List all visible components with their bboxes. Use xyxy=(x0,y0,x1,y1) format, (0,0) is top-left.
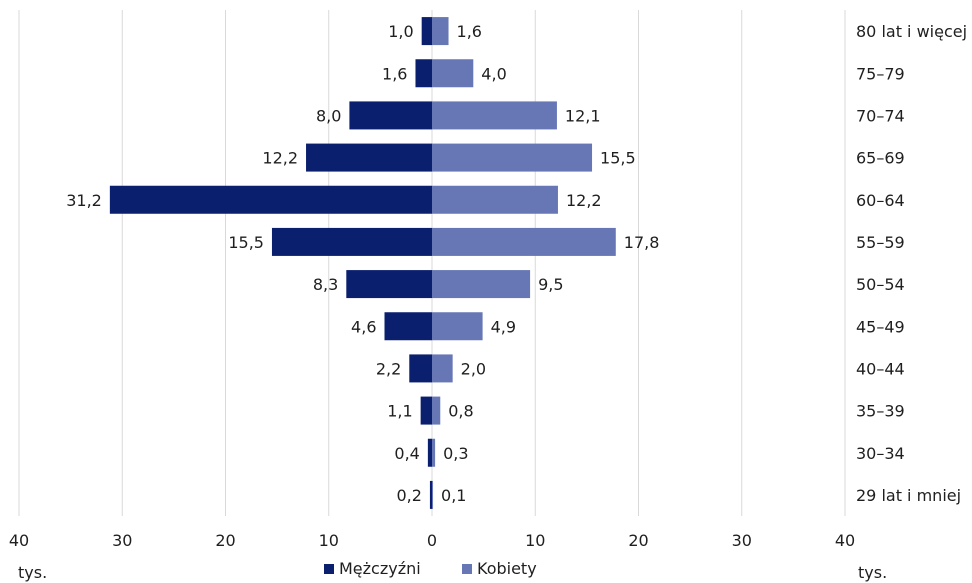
data-label-men: 12,2 xyxy=(262,149,298,168)
category-label: 50–54 xyxy=(856,275,905,294)
data-label-women: 15,5 xyxy=(600,149,636,168)
bar-women xyxy=(432,396,441,425)
data-label-women: 2,0 xyxy=(461,359,486,378)
bar-men xyxy=(415,59,432,88)
category-label: 60–64 xyxy=(856,191,905,210)
x-unit-right: tys. xyxy=(858,563,888,582)
data-label-men: 1,6 xyxy=(382,64,407,83)
category-label: 70–74 xyxy=(856,106,905,125)
legend-swatch-men xyxy=(324,564,334,574)
data-label-men: 31,2 xyxy=(66,191,102,210)
bar-men xyxy=(271,227,432,256)
data-label-men: 2,2 xyxy=(376,359,401,378)
bar-men xyxy=(421,17,432,46)
bar-women xyxy=(432,480,434,509)
category-label: 65–69 xyxy=(856,149,905,168)
data-label-men: 1,1 xyxy=(387,402,412,421)
data-label-women: 4,0 xyxy=(481,64,506,83)
data-label-men: 0,4 xyxy=(394,444,419,463)
bar-men xyxy=(420,396,432,425)
data-label-women: 12,1 xyxy=(565,106,601,125)
legend-swatch-women xyxy=(462,564,472,574)
data-label-men: 0,2 xyxy=(396,486,421,505)
data-label-women: 17,8 xyxy=(624,233,660,252)
category-label: 45–49 xyxy=(856,317,905,336)
bar-women xyxy=(432,101,557,130)
data-label-women: 4,9 xyxy=(491,317,516,336)
data-label-men: 8,3 xyxy=(313,275,338,294)
category-label: 80 lat i więcej xyxy=(856,22,967,41)
category-label: 55–59 xyxy=(856,233,905,252)
x-tick-label: 20 xyxy=(215,531,235,550)
bar-men xyxy=(429,480,432,509)
legend-label-women: Kobiety xyxy=(477,559,537,578)
bar-men xyxy=(409,354,432,383)
data-label-men: 8,0 xyxy=(316,106,341,125)
bar-women xyxy=(432,59,474,88)
category-label: 75–79 xyxy=(856,64,905,83)
bar-men xyxy=(427,438,432,467)
x-tick-label: 40 xyxy=(9,531,29,550)
bar-women xyxy=(432,270,531,299)
bar-men xyxy=(349,101,432,130)
category-label: 35–39 xyxy=(856,402,905,421)
gridlines xyxy=(18,10,846,516)
category-labels: 80 lat i więcej 75–79 70–74 65–69 60–64 55–59… xyxy=(856,22,967,505)
x-tick-label: 20 xyxy=(628,531,648,550)
x-tick-label: 10 xyxy=(525,531,545,550)
bar-women xyxy=(432,354,453,383)
bar-men xyxy=(384,312,432,341)
category-label: 30–34 xyxy=(856,444,905,463)
x-tick-label: 40 xyxy=(835,531,855,550)
bar-women xyxy=(432,227,616,256)
bar-men xyxy=(346,270,432,299)
x-tick-label: 30 xyxy=(732,531,752,550)
x-axis-ticks: 40 30 20 10 0 10 20 30 40 xyxy=(9,531,855,550)
legend-item-men: Mężczyźni xyxy=(324,560,421,578)
data-labels: 1,0 1,6 1,6 4,0 8,0 12,1 12,2 15,5 31,2 12,2 15,5 1… xyxy=(66,22,659,505)
data-label-women: 9,5 xyxy=(538,275,563,294)
bar-women xyxy=(432,438,436,467)
legend: Mężczyźni Kobiety xyxy=(0,560,972,582)
x-tick-label: 10 xyxy=(319,531,339,550)
population-pyramid-chart: 1,0 1,6 1,6 4,0 8,0 12,1 12,2 15,5 31,2 12,2 15,5 1… xyxy=(9,10,967,550)
legend-label-men: Mężczyźni xyxy=(339,559,421,578)
x-tick-label: 0 xyxy=(427,531,437,550)
data-label-women: 0,3 xyxy=(443,444,468,463)
data-label-women: 12,2 xyxy=(566,191,602,210)
x-unit-left: tys. xyxy=(18,563,48,582)
data-label-women: 1,6 xyxy=(457,22,482,41)
data-label-women: 0,8 xyxy=(448,402,473,421)
bar-men xyxy=(109,185,433,214)
bar-women xyxy=(432,143,593,172)
bars xyxy=(109,17,616,509)
data-label-men: 4,6 xyxy=(351,317,376,336)
data-label-men: 15,5 xyxy=(228,233,264,252)
category-label: 40–44 xyxy=(856,359,905,378)
data-label-men: 1,0 xyxy=(388,22,413,41)
bar-men xyxy=(306,143,432,172)
legend-item-women: Kobiety xyxy=(462,560,537,578)
bar-women xyxy=(432,185,558,214)
category-label: 29 lat i mniej xyxy=(856,486,961,505)
data-label-women: 0,1 xyxy=(441,486,466,505)
bar-women xyxy=(432,312,483,341)
bar-women xyxy=(432,17,449,46)
x-tick-label: 30 xyxy=(112,531,132,550)
